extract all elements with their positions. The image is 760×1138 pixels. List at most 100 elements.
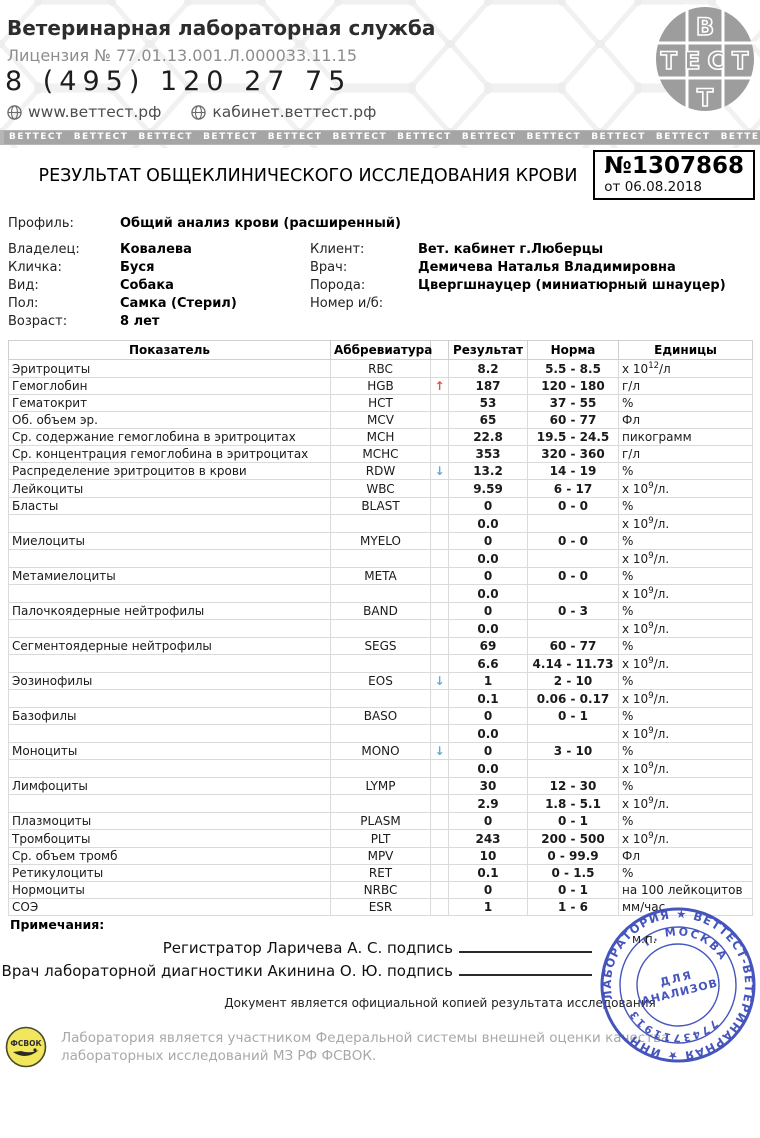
cell-units: х 109/л. <box>618 479 753 498</box>
cell-norm <box>527 724 619 743</box>
cell-result: 2.9 <box>448 794 528 813</box>
table-row: Плазмоциты PLASM 0 0 - 1% <box>8 812 753 830</box>
cell-parameter: Миелоциты <box>8 532 331 550</box>
client-value: Вет. кабинет г.Люберцы <box>418 242 604 257</box>
cell-parameter: Ср. содержание гемоглобина в эритроцитах <box>8 428 331 446</box>
cell-norm: 6 - 17 <box>527 479 619 498</box>
cell-flag <box>430 532 449 550</box>
cell-flag <box>430 759 449 778</box>
cell-norm: 60 - 77 <box>527 637 619 655</box>
cell-units: х 109/л. <box>618 619 753 638</box>
cell-abbreviation <box>330 724 431 743</box>
cell-flag <box>430 689 449 708</box>
cell-flag <box>430 428 449 446</box>
sex-value: Самка (Стерил) <box>120 296 237 311</box>
cell-result: 187 <box>448 377 528 395</box>
cell-result: 9.59 <box>448 479 528 498</box>
arrow-up-icon: ↑ <box>434 379 445 393</box>
table-row: Эритроциты RBC 8.2 5.5 - 8.5 х 1012/л <box>8 359 753 378</box>
cell-units: х 109/л. <box>618 689 753 708</box>
cell-flag <box>430 602 449 620</box>
table-row: Миелоциты MYELO 0 0 - 0% <box>8 532 753 550</box>
cell-units: пикограмм <box>618 428 753 446</box>
results-table: Показатель Аббревиатура Результат Норма … <box>8 340 753 916</box>
registrar-signature-line: Регистратор Ларичева А. С. подпись <box>0 939 592 957</box>
cell-units: х 109/л. <box>618 549 753 568</box>
sex-label: Пол: <box>8 296 39 311</box>
cell-norm: 2 - 10 <box>527 672 619 690</box>
cell-result: 0.0 <box>448 724 528 743</box>
cell-flag: ↓ <box>430 462 449 480</box>
cell-units: % <box>618 742 753 760</box>
profile-value: Общий анализ крови (расширенный) <box>120 216 401 231</box>
cell-result: 69 <box>448 637 528 655</box>
cell-norm <box>527 514 619 533</box>
phone-number: 8 (495) 120 27 75 <box>5 66 352 97</box>
cell-abbreviation <box>330 514 431 533</box>
cell-abbreviation: RET <box>330 864 431 882</box>
cell-flag <box>430 514 449 533</box>
cell-parameter: Тромбоциты <box>8 829 331 848</box>
cell-units: Фл <box>618 847 753 865</box>
cell-norm: 37 - 55 <box>527 394 619 412</box>
cell-flag: ↓ <box>430 742 449 760</box>
cell-result: 0.0 <box>448 584 528 603</box>
cell-norm <box>527 549 619 568</box>
cell-flag <box>430 637 449 655</box>
cell-units: х 109/л. <box>618 584 753 603</box>
cell-result: 0 <box>448 812 528 830</box>
globe-icon <box>7 104 22 120</box>
banner-word: ВЕТТЕСТ <box>4 131 69 144</box>
petname-value: Буся <box>120 260 155 275</box>
websites-row: www.веттест.рф кабинет.веттест.рф <box>7 103 376 121</box>
cell-parameter: Сегментоядерные нейтрофилы <box>8 637 331 655</box>
cell-result: 353 <box>448 445 528 463</box>
cell-units: х 109/л. <box>618 724 753 743</box>
patient-info-block: Профиль: Общий анализ крови (расширенный… <box>8 215 760 331</box>
cell-flag <box>430 812 449 830</box>
cell-norm: 3 - 10 <box>527 742 619 760</box>
table-row: Ср. концентрация гемоглобина в эритроцит… <box>8 445 753 463</box>
cell-result: 22.8 <box>448 428 528 446</box>
cell-abbreviation <box>330 549 431 568</box>
cell-flag <box>430 724 449 743</box>
cell-norm: 12 - 30 <box>527 777 619 795</box>
breed-label: Порода: <box>310 278 366 293</box>
cell-abbreviation <box>330 654 431 673</box>
cell-norm: 1 - 6 <box>527 898 619 916</box>
cell-units: % <box>618 394 753 412</box>
cell-result: 0.0 <box>448 549 528 568</box>
cell-flag <box>430 445 449 463</box>
logo-letter-bottom: Т <box>697 84 714 112</box>
cell-result: 0.1 <box>448 689 528 708</box>
fsvok-block: ФСВОК Лаборатория является участником Фе… <box>5 1026 760 1068</box>
cell-flag <box>430 829 449 848</box>
cell-norm: 120 - 180 <box>527 377 619 395</box>
cell-result: 0 <box>448 881 528 899</box>
table-row: Тромбоциты PLT 243 200 - 500 х 109/л. <box>8 829 753 848</box>
table-row: Нормоциты NRBC 0 0 - 1 на 100 лейкоцитов <box>8 881 753 899</box>
table-row: Гематокрит HCT 53 37 - 55% <box>8 394 753 412</box>
cell-parameter: Моноциты <box>8 742 331 760</box>
cell-units: х 109/л. <box>618 829 753 848</box>
table-row: Об. объем эр. MCV 65 60 - 77 Фл <box>8 411 753 429</box>
cell-parameter <box>8 759 331 778</box>
signatures-block: Регистратор Ларичева А. С. подпись Врач … <box>0 939 760 980</box>
banner-word: ВЕТТЕСТ <box>392 131 457 144</box>
table-sub-row: 0.0 х 109/л. <box>8 549 753 568</box>
profile-row: Профиль: Общий анализ крови (расширенный… <box>8 215 760 233</box>
cell-abbreviation: MCH <box>330 428 431 446</box>
cell-units: % <box>618 707 753 725</box>
report-title: РЕЗУЛЬТАТ ОБЩЕКЛИНИЧЕСКОГО ИССЛЕДОВАНИЯ … <box>38 166 578 186</box>
client-label: Клиент: <box>310 242 365 257</box>
banner-word: ВЕТТЕСТ <box>521 131 587 144</box>
cell-abbreviation: BASO <box>330 707 431 725</box>
website-cabinet: кабинет.веттест.рф <box>191 103 376 121</box>
cell-abbreviation: NRBC <box>330 881 431 899</box>
table-row: СОЭ ESR 1 1 - 6 мм/час <box>8 898 753 916</box>
vettest-banner-strip: ВЕТТЕСТ ВЕТТЕСТ ВЕТТЕСТ ВЕТТЕСТ ВЕТТЕСТ ВЕТТЕ… <box>0 130 760 145</box>
results-tbody: Эритроциты RBC 8.2 5.5 - 8.5 х 1012/л Гемогло… <box>8 359 753 916</box>
header-flag <box>430 340 449 360</box>
cell-parameter: Эозинофилы <box>8 672 331 690</box>
cell-result: 13.2 <box>448 462 528 480</box>
